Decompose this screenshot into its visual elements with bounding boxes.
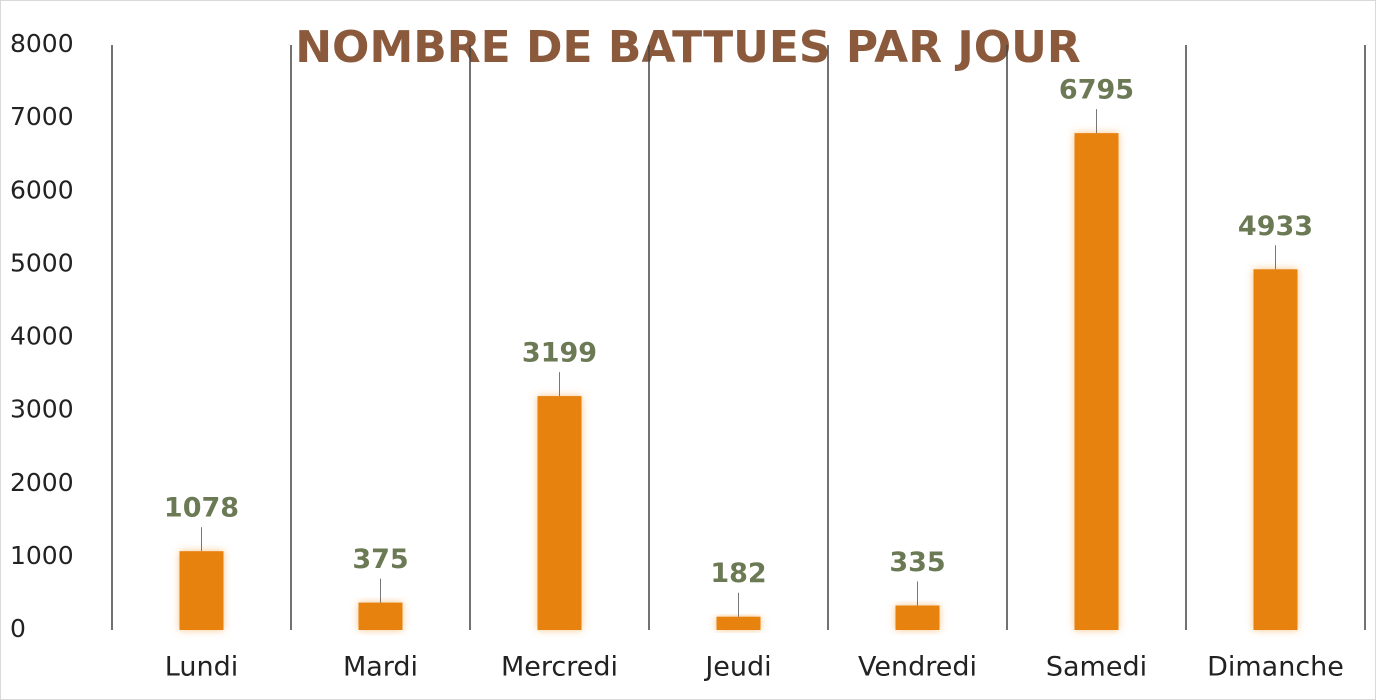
value-label: 1078 — [164, 493, 239, 524]
bar — [1253, 269, 1298, 630]
x-tick-label: Samedi — [1046, 652, 1147, 683]
y-tick-label: 1000 — [10, 541, 74, 570]
y-tick-label: 0 — [10, 614, 26, 643]
bar — [895, 605, 940, 630]
y-tick-label: 5000 — [10, 248, 74, 277]
value-label: 375 — [352, 544, 408, 575]
y-tick-label: 8000 — [10, 29, 74, 58]
x-tick-label: Mardi — [343, 652, 418, 683]
value-label: 335 — [889, 547, 945, 578]
bar — [179, 551, 224, 630]
bar — [358, 602, 403, 630]
x-tick-label: Lundi — [165, 652, 238, 683]
chart-title: NOMBRE DE BATTUES PAR JOUR — [295, 22, 1081, 73]
value-label: 4933 — [1238, 211, 1313, 242]
value-label: 6795 — [1059, 75, 1134, 106]
bar — [716, 616, 761, 630]
x-tick-label: Dimanche — [1207, 652, 1344, 683]
bar — [537, 396, 582, 630]
y-tick-label: 4000 — [10, 322, 74, 351]
value-label: 3199 — [522, 338, 597, 369]
y-tick-label: 6000 — [10, 175, 74, 204]
x-tick-label: Mercredi — [501, 652, 618, 683]
y-tick-label: 7000 — [10, 102, 74, 131]
value-label: 182 — [710, 558, 766, 589]
y-tick-label: 2000 — [10, 468, 74, 497]
x-tick-label: Jeudi — [703, 652, 771, 683]
x-tick-label: Vendredi — [858, 652, 977, 683]
y-tick-label: 3000 — [10, 395, 74, 424]
bar — [1074, 133, 1119, 630]
